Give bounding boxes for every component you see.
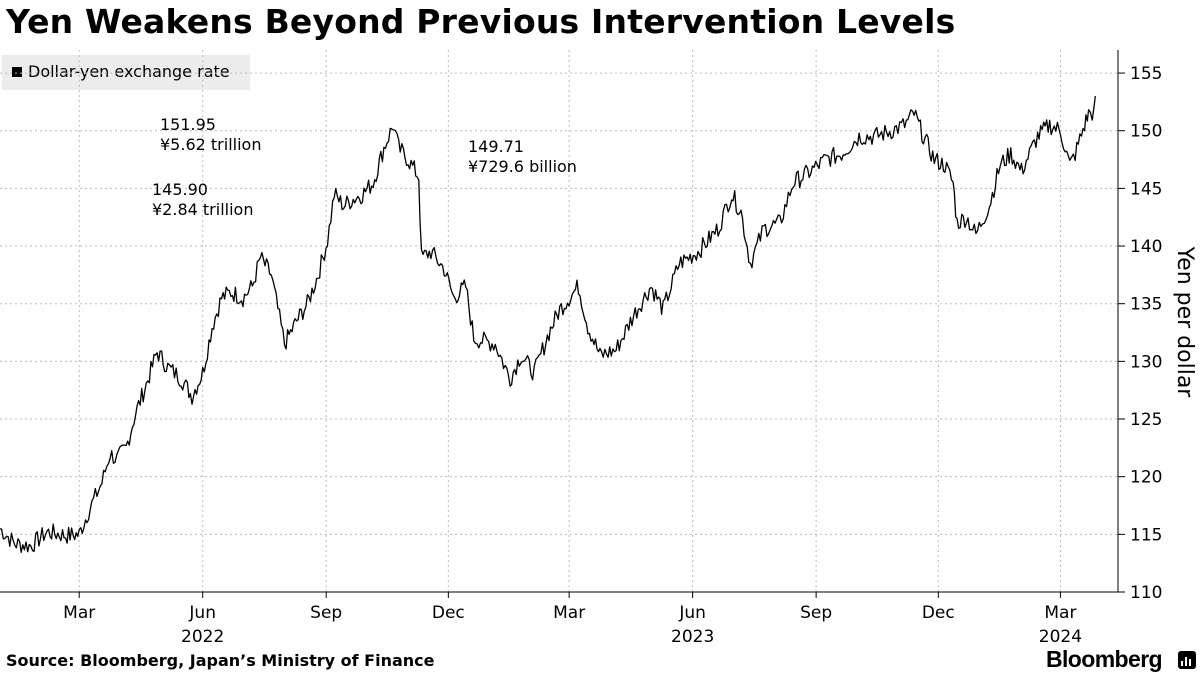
annotation-value: 149.71 bbox=[468, 137, 524, 156]
annotation-amount: ¥2.84 trillion bbox=[152, 200, 253, 219]
x-tick-label: Jun bbox=[678, 603, 706, 623]
y-tick-label: 130 bbox=[1130, 352, 1162, 372]
y-tick-label: 150 bbox=[1130, 122, 1162, 142]
y-tick-label: 145 bbox=[1130, 179, 1162, 199]
x-year-label: 2024 bbox=[1039, 627, 1082, 647]
annotation-value: 151.95 bbox=[160, 115, 216, 134]
series-line-dollar-yen bbox=[0, 96, 1096, 553]
legend: Dollar-yen exchange rate bbox=[2, 55, 250, 90]
y-tick-label: 135 bbox=[1130, 295, 1162, 315]
y-tick-label: 115 bbox=[1130, 525, 1162, 545]
y-tick-label: 110 bbox=[1130, 583, 1162, 603]
series-layer bbox=[0, 96, 1096, 553]
x-tick-label: Dec bbox=[432, 603, 465, 623]
x-tick-label: Dec bbox=[922, 603, 955, 623]
x-tick-label: Mar bbox=[553, 603, 585, 623]
annotation-amount: ¥729.6 billion bbox=[468, 157, 577, 176]
axes: 110 115 120 125 130 135 140 145 150 155 Mar Jun Sep D… bbox=[0, 50, 1197, 647]
bloomberg-logo: Bloomberg bbox=[1046, 646, 1163, 672]
x-tick-label: Sep bbox=[310, 603, 342, 623]
x-year-label: 2022 bbox=[181, 627, 224, 647]
legend-label: Dollar-yen exchange rate bbox=[28, 62, 230, 81]
grid-lines bbox=[0, 50, 1118, 593]
annotation-amount: ¥5.62 trillion bbox=[160, 135, 261, 154]
legend-swatch bbox=[12, 67, 22, 77]
y-tick-label: 125 bbox=[1130, 410, 1162, 430]
y-tick-label: 140 bbox=[1130, 237, 1162, 257]
chart-title: Yen Weakens Beyond Previous Intervention… bbox=[6, 2, 956, 41]
x-tick-label: Mar bbox=[1044, 603, 1076, 623]
y-axis-title: Yen per dollar bbox=[1172, 246, 1197, 399]
source-note: Source: Bloomberg, Japan’s Ministry of F… bbox=[6, 651, 435, 670]
bar-chart-icon bbox=[1178, 651, 1196, 669]
x-tick-label: Sep bbox=[800, 603, 832, 623]
x-year-label: 2023 bbox=[671, 627, 714, 647]
x-tick-label: Jun bbox=[188, 603, 216, 623]
annotation-value: 145.90 bbox=[152, 180, 208, 199]
y-tick-label: 120 bbox=[1130, 468, 1162, 488]
y-tick-label: 155 bbox=[1130, 64, 1162, 84]
x-tick-label: Mar bbox=[63, 603, 95, 623]
annotations: 151.95¥5.62 trillion 145.90¥2.84 trillion… bbox=[152, 115, 577, 219]
